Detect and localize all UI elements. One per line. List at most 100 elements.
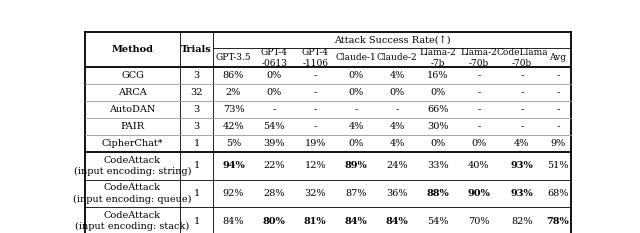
Text: 39%: 39% [264, 139, 285, 148]
Text: 3: 3 [193, 71, 200, 80]
Text: 22%: 22% [264, 161, 285, 170]
Text: 2%: 2% [226, 88, 241, 97]
Text: 0%: 0% [267, 71, 282, 80]
Text: Claude-2: Claude-2 [377, 53, 417, 62]
Text: 40%: 40% [468, 161, 490, 170]
Text: 12%: 12% [305, 161, 326, 170]
Text: Avg: Avg [549, 53, 566, 62]
Text: -: - [556, 122, 559, 131]
Text: 32: 32 [190, 88, 203, 97]
Text: 89%: 89% [345, 161, 367, 170]
Text: 54%: 54% [264, 122, 285, 131]
Text: 4%: 4% [389, 139, 404, 148]
Text: -: - [556, 88, 559, 97]
Text: 88%: 88% [426, 189, 449, 198]
Text: 90%: 90% [467, 189, 490, 198]
Text: 0%: 0% [349, 88, 364, 97]
Text: 33%: 33% [427, 161, 449, 170]
Text: -: - [556, 71, 559, 80]
Text: GPT-4
-0613: GPT-4 -0613 [261, 48, 288, 68]
Text: -: - [520, 71, 524, 80]
Text: 1: 1 [193, 139, 200, 148]
Text: 0%: 0% [349, 139, 364, 148]
Text: 0%: 0% [267, 88, 282, 97]
Text: 66%: 66% [428, 105, 449, 114]
Text: 86%: 86% [223, 71, 244, 80]
Text: 42%: 42% [223, 122, 244, 131]
Text: 82%: 82% [511, 217, 532, 226]
Text: PAIR: PAIR [120, 122, 145, 131]
Text: 93%: 93% [511, 189, 533, 198]
Text: 81%: 81% [304, 217, 326, 226]
Text: -: - [477, 88, 481, 97]
Text: -: - [314, 105, 317, 114]
Text: -: - [556, 105, 559, 114]
Text: CodeAttack
(input encoding: string): CodeAttack (input encoding: string) [74, 155, 191, 176]
Text: 84%: 84% [223, 217, 244, 226]
Text: 80%: 80% [263, 217, 286, 226]
Text: GCG: GCG [121, 71, 144, 80]
Text: -: - [520, 88, 524, 97]
Text: 0%: 0% [389, 88, 404, 97]
Text: -: - [314, 71, 317, 80]
Text: AutoDAN: AutoDAN [109, 105, 156, 114]
Text: 9%: 9% [550, 139, 565, 148]
Text: 4%: 4% [389, 122, 404, 131]
Text: 84%: 84% [386, 217, 408, 226]
Text: -: - [477, 105, 481, 114]
Text: 32%: 32% [305, 189, 326, 198]
Text: 73%: 73% [223, 105, 244, 114]
Text: 92%: 92% [223, 189, 244, 198]
Text: 87%: 87% [346, 189, 367, 198]
Text: 28%: 28% [264, 189, 285, 198]
Text: -: - [520, 122, 524, 131]
Text: 16%: 16% [427, 71, 449, 80]
Text: GPT-3.5: GPT-3.5 [216, 53, 252, 62]
Text: 36%: 36% [387, 189, 408, 198]
Text: 84%: 84% [345, 217, 367, 226]
Text: 4%: 4% [389, 71, 404, 80]
Text: 4%: 4% [514, 139, 529, 148]
Text: 4%: 4% [349, 122, 364, 131]
Text: -: - [477, 71, 481, 80]
Text: 93%: 93% [511, 161, 533, 170]
Text: 19%: 19% [305, 139, 326, 148]
Text: -: - [396, 105, 399, 114]
Text: 51%: 51% [547, 161, 568, 170]
Text: 5%: 5% [226, 139, 241, 148]
Text: -: - [273, 105, 276, 114]
Text: 30%: 30% [427, 122, 449, 131]
Text: 94%: 94% [222, 161, 245, 170]
Text: Attack Success Rate(↑): Attack Success Rate(↑) [334, 35, 451, 45]
Text: 0%: 0% [430, 88, 445, 97]
Text: 3: 3 [193, 122, 200, 131]
Text: 70%: 70% [468, 217, 490, 226]
Text: 1: 1 [193, 161, 200, 170]
Text: 68%: 68% [547, 189, 568, 198]
Text: Method: Method [111, 45, 154, 54]
Text: 1: 1 [193, 217, 200, 226]
Text: 1: 1 [193, 189, 200, 198]
Text: 0%: 0% [430, 139, 445, 148]
Text: CodeAttack
(input encoding: stack): CodeAttack (input encoding: stack) [76, 211, 189, 231]
Text: 0%: 0% [471, 139, 486, 148]
Text: -: - [477, 122, 481, 131]
Text: -: - [520, 105, 524, 114]
Text: 78%: 78% [547, 217, 569, 226]
Text: Llama-2
-7b: Llama-2 -7b [420, 48, 456, 68]
Text: -: - [314, 88, 317, 97]
Text: 24%: 24% [386, 161, 408, 170]
Text: 0%: 0% [349, 71, 364, 80]
Text: GPT-4
-1106: GPT-4 -1106 [302, 48, 329, 68]
Text: CodeLlama
-70b: CodeLlama -70b [496, 48, 548, 68]
Text: Llama-2
-70b: Llama-2 -70b [460, 48, 497, 68]
Text: -: - [355, 105, 358, 114]
Text: CodeAttack
(input encoding: queue): CodeAttack (input encoding: queue) [73, 183, 192, 204]
Text: -: - [314, 122, 317, 131]
Text: Claude-1: Claude-1 [336, 53, 376, 62]
Text: ARCA: ARCA [118, 88, 147, 97]
Text: Trials: Trials [181, 45, 212, 54]
Text: 3: 3 [193, 105, 200, 114]
Text: CipherChat*: CipherChat* [102, 139, 163, 148]
Text: 54%: 54% [427, 217, 449, 226]
